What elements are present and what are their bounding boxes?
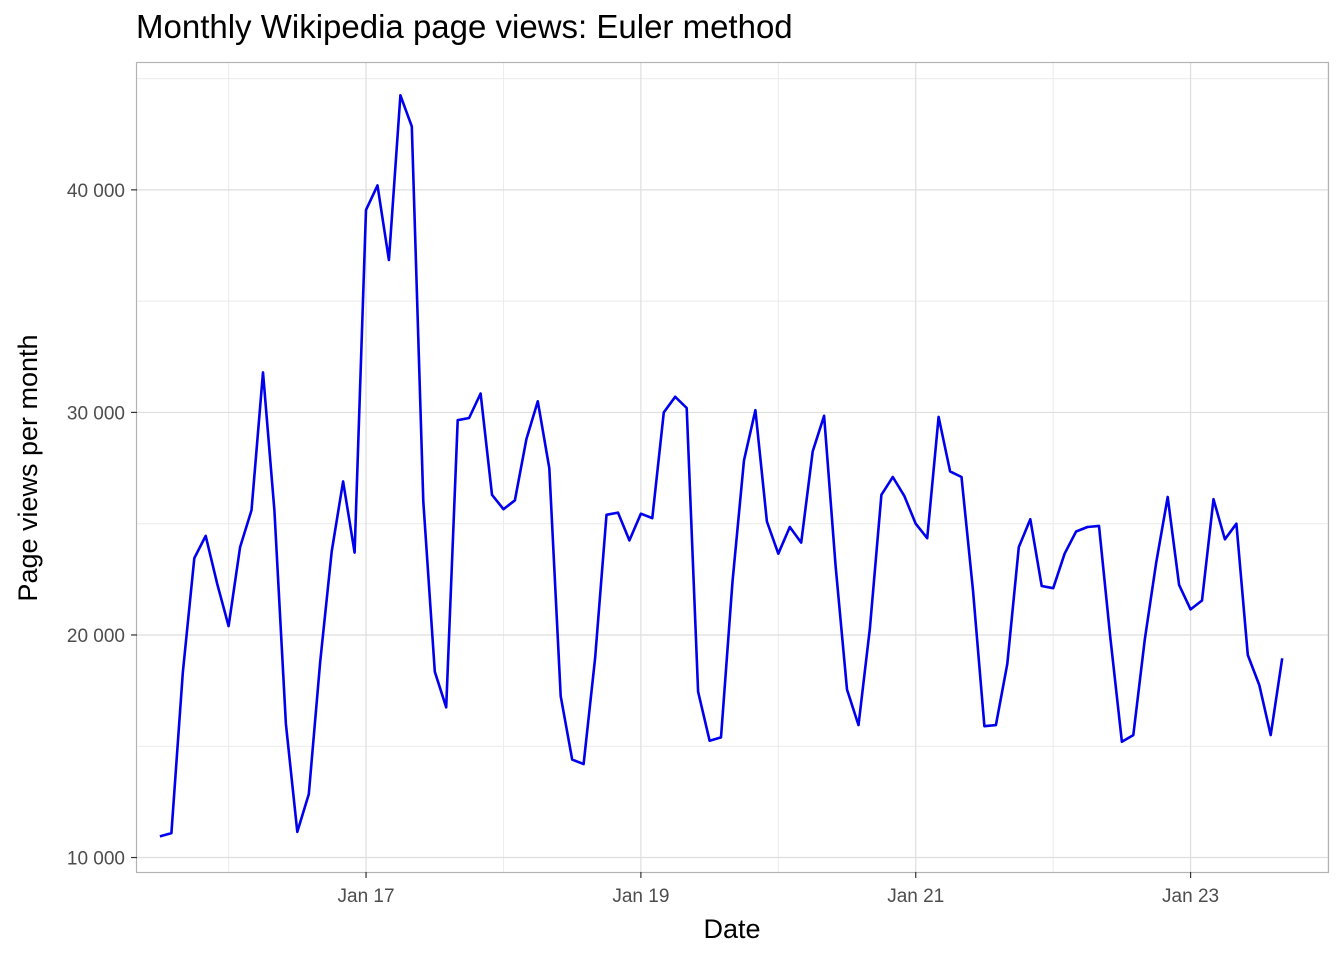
plot-panel-border xyxy=(135,61,1330,874)
major-gridlines xyxy=(137,63,1328,872)
y-tick-label: 40 000 xyxy=(67,181,125,202)
y-tick-label: 20 000 xyxy=(67,626,125,647)
x-axis-title: Date xyxy=(703,914,760,944)
x-tick-label: Jan 23 xyxy=(1162,886,1219,907)
tick-labels: 10 000 20 000 30 000 40 000 Jan 17 Jan 19 Jan … xyxy=(67,181,1219,907)
series-line xyxy=(159,94,1284,838)
y-axis-title: Page views per month xyxy=(13,334,43,601)
x-tick-label: Jan 19 xyxy=(612,886,669,907)
chart-title: Monthly Wikipedia page views: Euler meth… xyxy=(136,8,793,45)
y-tick-label: 10 000 xyxy=(67,849,125,870)
x-tick-label: Jan 17 xyxy=(338,886,395,907)
tick-marks xyxy=(131,189,1192,878)
y-tick-label: 30 000 xyxy=(67,403,125,424)
series-layer xyxy=(159,94,1284,838)
x-tick-label: Jan 21 xyxy=(887,886,944,907)
minor-gridlines xyxy=(137,63,1329,872)
